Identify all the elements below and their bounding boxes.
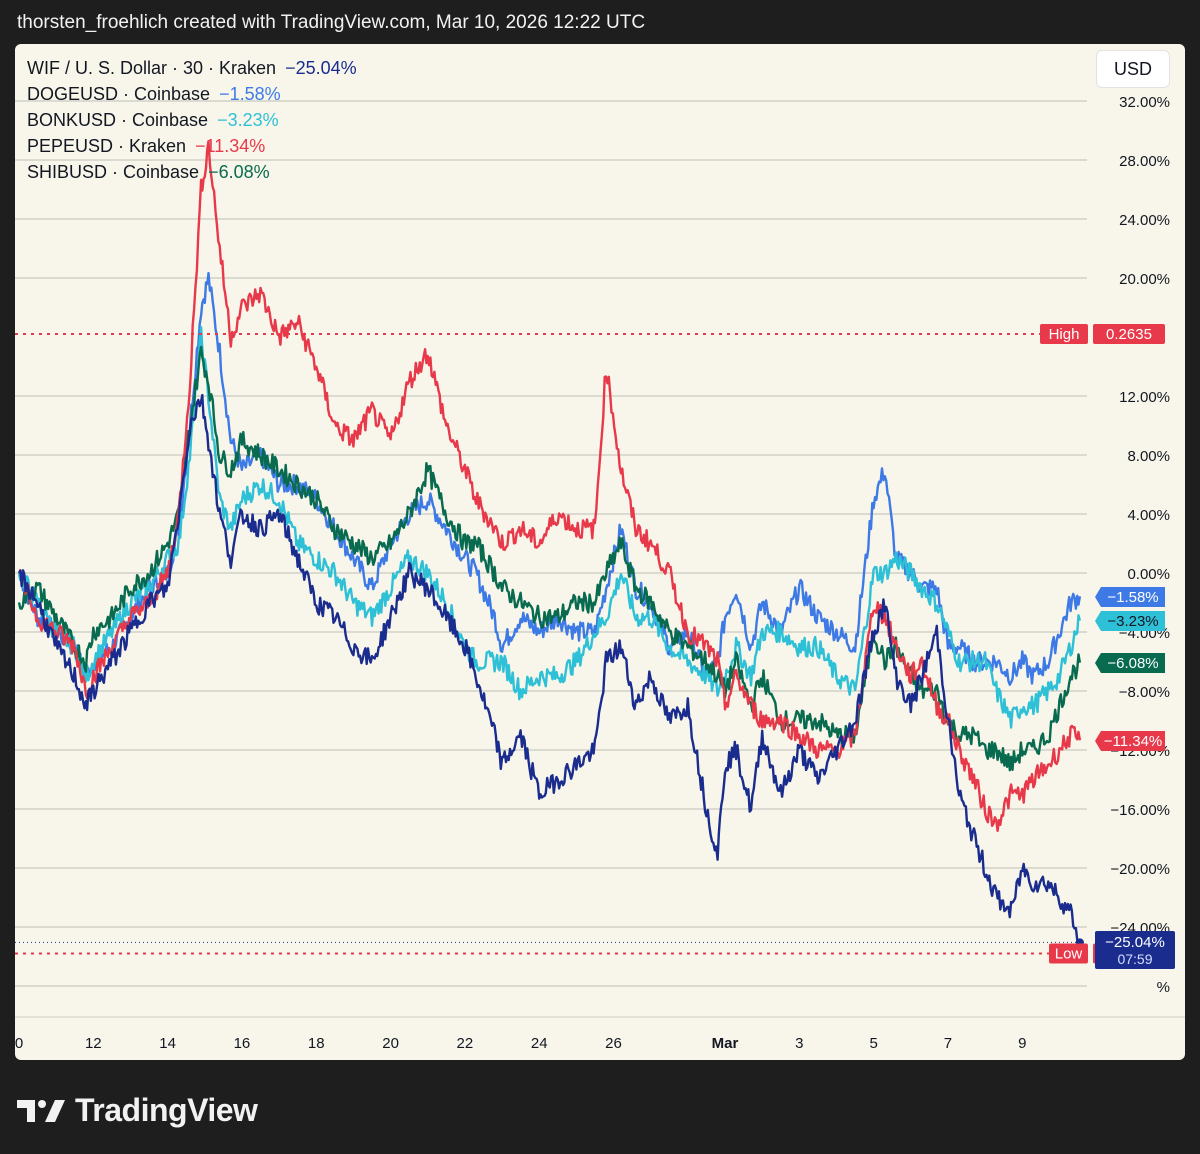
currency-button[interactable]: USD [1096, 50, 1170, 88]
x-tick-label: 3 [795, 1035, 803, 1052]
legend-wif[interactable]: WIF / U. S. Dollar · 30 · Kraken −25.04% [27, 55, 357, 81]
x-tick-label: 9 [1018, 1035, 1026, 1052]
legend-pepe[interactable]: PEPEUSD · Kraken −11.34% [27, 133, 357, 159]
y-tick-label: 28.00% [1119, 153, 1170, 170]
y-tick-label: 4.00% [1127, 507, 1170, 524]
price-badge-text-doge: −1.58% [1107, 589, 1158, 606]
price-badge-text-wif: −25.04% [1105, 934, 1165, 951]
price-badge-text-shib: −6.08% [1107, 655, 1158, 672]
x-tick-label: 22 [457, 1035, 474, 1052]
price-badge-wif [1095, 931, 1175, 969]
y-tick-label: % [1157, 979, 1170, 996]
high-value: 0.2635 [1106, 326, 1152, 343]
series-line-wif[interactable] [17, 393, 1081, 947]
legend-pepe-label: PEPEUSD · Kraken [27, 136, 187, 156]
x-tick-label: 5 [869, 1035, 877, 1052]
chart-legend: WIF / U. S. Dollar · 30 · Kraken −25.04%… [27, 55, 357, 185]
x-tick-label: 18 [308, 1035, 325, 1052]
x-tick-label: 12 [85, 1035, 102, 1052]
footer-brand: TradingView [75, 1092, 258, 1128]
y-tick-label: 20.00% [1119, 271, 1170, 288]
series-line-pepe[interactable] [17, 140, 1082, 832]
legend-shib-label: SHIBUSD · Coinbase [27, 162, 200, 182]
price-badge-doge [1095, 587, 1165, 607]
x-tick-label: 16 [234, 1035, 251, 1052]
legend-shib[interactable]: SHIBUSD · Coinbase −6.08% [27, 159, 357, 185]
x-tick-label: 0 [15, 1035, 23, 1052]
high-label-box [1040, 324, 1088, 345]
tradingview-logo-icon [17, 1099, 65, 1122]
footer: TradingView [17, 1092, 258, 1129]
legend-bonk-label: BONKUSD · Coinbase [27, 110, 209, 130]
high-value-box [1093, 324, 1165, 345]
y-tick-label: −8.00% [1119, 684, 1170, 701]
y-tick-label: 32.00% [1119, 94, 1170, 111]
x-tick-label: 24 [531, 1035, 548, 1052]
y-tick-label: −16.00% [1110, 802, 1170, 819]
price-badge-text-bonk: −3.23% [1107, 613, 1158, 630]
chart-panel[interactable]: 32.00% 28.00% 24.00% 20.00% 12.00% 8.00% 4.00%… [15, 44, 1185, 1060]
y-tick-label: −20.00% [1110, 861, 1170, 878]
chart-caption: thorsten_froehlich created with TradingV… [17, 12, 646, 33]
legend-doge-label: DOGEUSD · Coinbase [27, 84, 211, 104]
low-label: Low [1055, 946, 1083, 963]
legend-doge-change: −1.58% [219, 84, 281, 104]
legend-bonk-change: −3.23% [217, 110, 279, 130]
legend-wif-change: −25.04% [285, 58, 357, 78]
price-badge-pepe [1095, 731, 1165, 751]
x-tick-label: 7 [944, 1035, 952, 1052]
price-badge-shib [1095, 653, 1165, 673]
price-badge-bonk [1095, 611, 1165, 631]
series-line-shib[interactable] [17, 345, 1082, 772]
legend-bonk[interactable]: BONKUSD · Coinbase −3.23% [27, 107, 357, 133]
low-label-box [1049, 943, 1088, 964]
y-tick-label: 0.00% [1127, 566, 1170, 583]
legend-doge[interactable]: DOGEUSD · Coinbase −1.58% [27, 81, 357, 107]
legend-wif-label: WIF / U. S. Dollar · 30 · Kraken [27, 58, 277, 78]
high-label: High [1049, 326, 1080, 343]
y-tick-label: 8.00% [1127, 448, 1170, 465]
countdown-text: 07:59 [1117, 951, 1152, 967]
y-tick-label: 12.00% [1119, 389, 1170, 406]
chart-canvas[interactable]: 32.00% 28.00% 24.00% 20.00% 12.00% 8.00% 4.00%… [15, 44, 1185, 1060]
price-badge-text-pepe: −11.34% [1104, 733, 1163, 750]
x-tick-label: Mar [712, 1035, 739, 1052]
x-tick-label: 14 [159, 1035, 176, 1052]
x-tick-label: 26 [605, 1035, 622, 1052]
x-tick-label: 20 [382, 1035, 399, 1052]
legend-pepe-change: −11.34% [195, 136, 266, 156]
y-tick-label: 24.00% [1119, 212, 1170, 229]
legend-shib-change: −6.08% [208, 162, 270, 182]
